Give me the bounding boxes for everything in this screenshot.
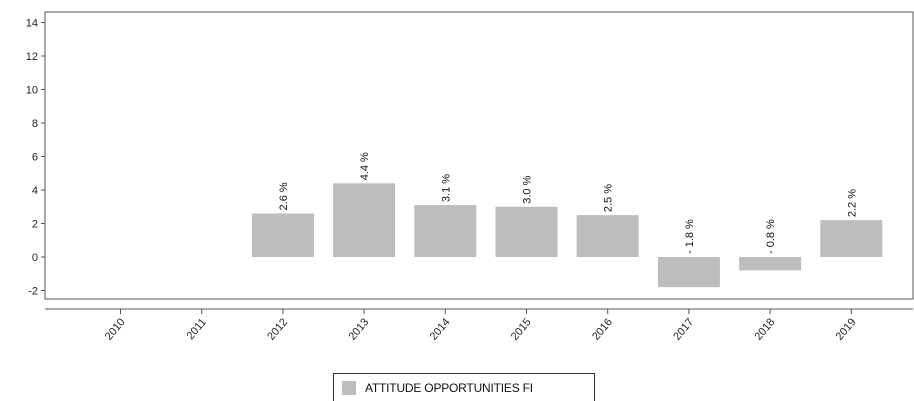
y-tick-label: 10 [26, 85, 38, 97]
y-axis: -2 0 2 4 6 8 10 12 14 [26, 18, 45, 298]
bar-2017 [657, 257, 720, 288]
y-tick-label: 6 [32, 152, 38, 164]
x-tick-label: 2010 [103, 316, 128, 342]
bar-2013 [333, 183, 396, 257]
legend-series-label: ATTITUDE OPPORTUNITIES FI [365, 380, 533, 395]
y-tick-label: 0 [32, 252, 38, 264]
bar-2016 [576, 215, 639, 257]
bar-2019 [820, 220, 883, 257]
bar-2012 [251, 213, 314, 257]
data-label-2012: 2.6 % [278, 182, 290, 210]
x-tick-label: 2011 [185, 316, 209, 342]
x-tick-label: 2019 [834, 316, 859, 342]
y-tick-label: 2 [32, 219, 38, 231]
data-label-2013: 4.4 % [359, 152, 371, 180]
y-tick-label: 4 [32, 185, 38, 197]
data-label-2014: 3.1 % [440, 174, 452, 202]
x-tick-label: 2014 [428, 316, 453, 342]
legend-swatch [342, 380, 356, 395]
x-tick-label: 2015 [509, 316, 534, 342]
data-labels: 2.6 % 4.4 % 3.1 % 3.0 % 2.5 % - 1.8 % - 0.8 % 2… [278, 152, 858, 254]
bar-2015 [495, 206, 558, 257]
data-label-2017: - 1.8 % [684, 219, 696, 254]
x-tick-label: 2017 [671, 316, 696, 342]
y-tick-label: 12 [26, 51, 38, 63]
x-tick-label: 2018 [752, 316, 777, 342]
data-label-2016: 2.5 % [603, 184, 615, 212]
y-tick-label: 14 [26, 18, 38, 30]
x-tick-label: 2012 [265, 316, 290, 342]
data-label-2019: 2.2 % [846, 189, 858, 217]
x-tick-label: 2013 [346, 316, 371, 342]
x-axis: 2010 2011 2012 2013 2014 2015 2016 2017 2018 2019 [45, 308, 913, 343]
bar-2014 [414, 205, 477, 257]
bar-series [251, 183, 883, 288]
x-tick-label: 2016 [590, 316, 615, 342]
y-tick-label: -2 [28, 286, 38, 298]
y-tick-label: 8 [32, 118, 38, 130]
bar-2018 [739, 257, 802, 271]
data-label-2015: 3.0 % [522, 175, 534, 203]
plot-area-frame [44, 11, 914, 300]
legend: ATTITUDE OPPORTUNITIES FI [333, 373, 595, 401]
data-label-2018: - 0.8 % [765, 219, 777, 254]
